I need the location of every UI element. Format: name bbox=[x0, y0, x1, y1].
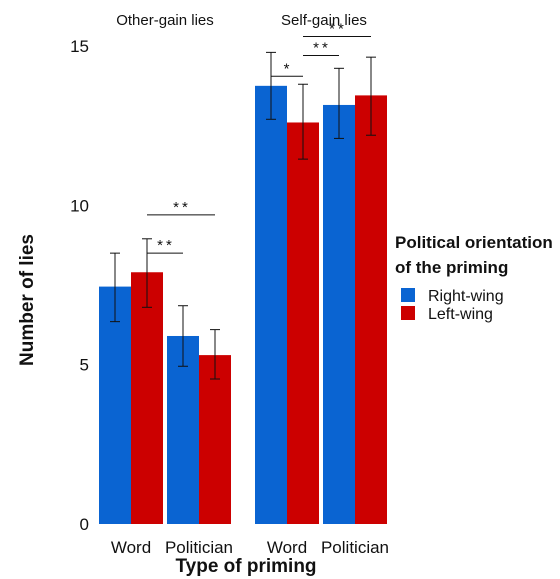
legend-swatch-right-wing bbox=[401, 288, 415, 302]
x-tick-label: Word bbox=[267, 538, 307, 557]
legend-swatch-left-wing bbox=[401, 306, 415, 320]
legend-title-line-1: Political orientation bbox=[395, 233, 553, 252]
significance-label: ** bbox=[329, 20, 347, 37]
panel-1: Other-gain lies Word Politician ** ** bbox=[99, 12, 233, 557]
significance-marker: * bbox=[271, 60, 303, 77]
bar-right-wing-word bbox=[99, 286, 131, 524]
bar-right-wing-word bbox=[255, 85, 287, 524]
significance-label: ** bbox=[313, 40, 331, 57]
error-bar bbox=[334, 67, 344, 139]
significance-marker: ** bbox=[303, 40, 339, 57]
legend: Political orientation of the priming Rig… bbox=[395, 233, 553, 323]
x-tick-label: Word bbox=[111, 538, 151, 557]
error-bar bbox=[266, 51, 276, 120]
error-bar bbox=[298, 83, 308, 160]
bar-right-wing-politician bbox=[323, 104, 355, 524]
y-tick-label: 15 bbox=[70, 37, 89, 56]
y-tick-label: 0 bbox=[80, 515, 89, 534]
significance-marker: ** bbox=[147, 199, 215, 216]
significance-marker: ** bbox=[303, 20, 371, 37]
bar-left-wing-word bbox=[287, 122, 319, 524]
panel-title: Self-gain lies bbox=[281, 12, 367, 29]
y-tick-label: 5 bbox=[80, 356, 89, 375]
error-bar bbox=[210, 329, 220, 380]
x-tick-label: Politician bbox=[321, 538, 389, 557]
significance-label: * bbox=[284, 60, 293, 77]
error-bar bbox=[178, 305, 188, 367]
x-tick-label: Politician bbox=[165, 538, 233, 557]
significance-marker: ** bbox=[147, 237, 183, 254]
bar-left-wing-politician bbox=[355, 95, 387, 524]
significance-label: ** bbox=[157, 237, 175, 254]
error-bar bbox=[366, 56, 376, 136]
bar-left-wing-word bbox=[131, 272, 163, 524]
legend-label-right-wing: Right-wing bbox=[428, 288, 504, 305]
panel-title: Other-gain lies bbox=[116, 12, 214, 29]
error-bar bbox=[110, 252, 120, 323]
y-axis-title: Number of lies bbox=[17, 234, 38, 366]
y-axis-ticks: 0 5 10 15 bbox=[70, 37, 89, 534]
y-tick-label: 10 bbox=[70, 196, 89, 215]
legend-title-line-2: of the priming bbox=[395, 258, 508, 277]
bar-right-wing-politician bbox=[167, 335, 199, 524]
x-axis-title: Type of priming bbox=[175, 556, 316, 577]
legend-label-left-wing: Left-wing bbox=[428, 306, 493, 323]
error-bar bbox=[142, 238, 152, 308]
significance-label: ** bbox=[173, 199, 191, 216]
bar-left-wing-politician bbox=[199, 355, 231, 524]
